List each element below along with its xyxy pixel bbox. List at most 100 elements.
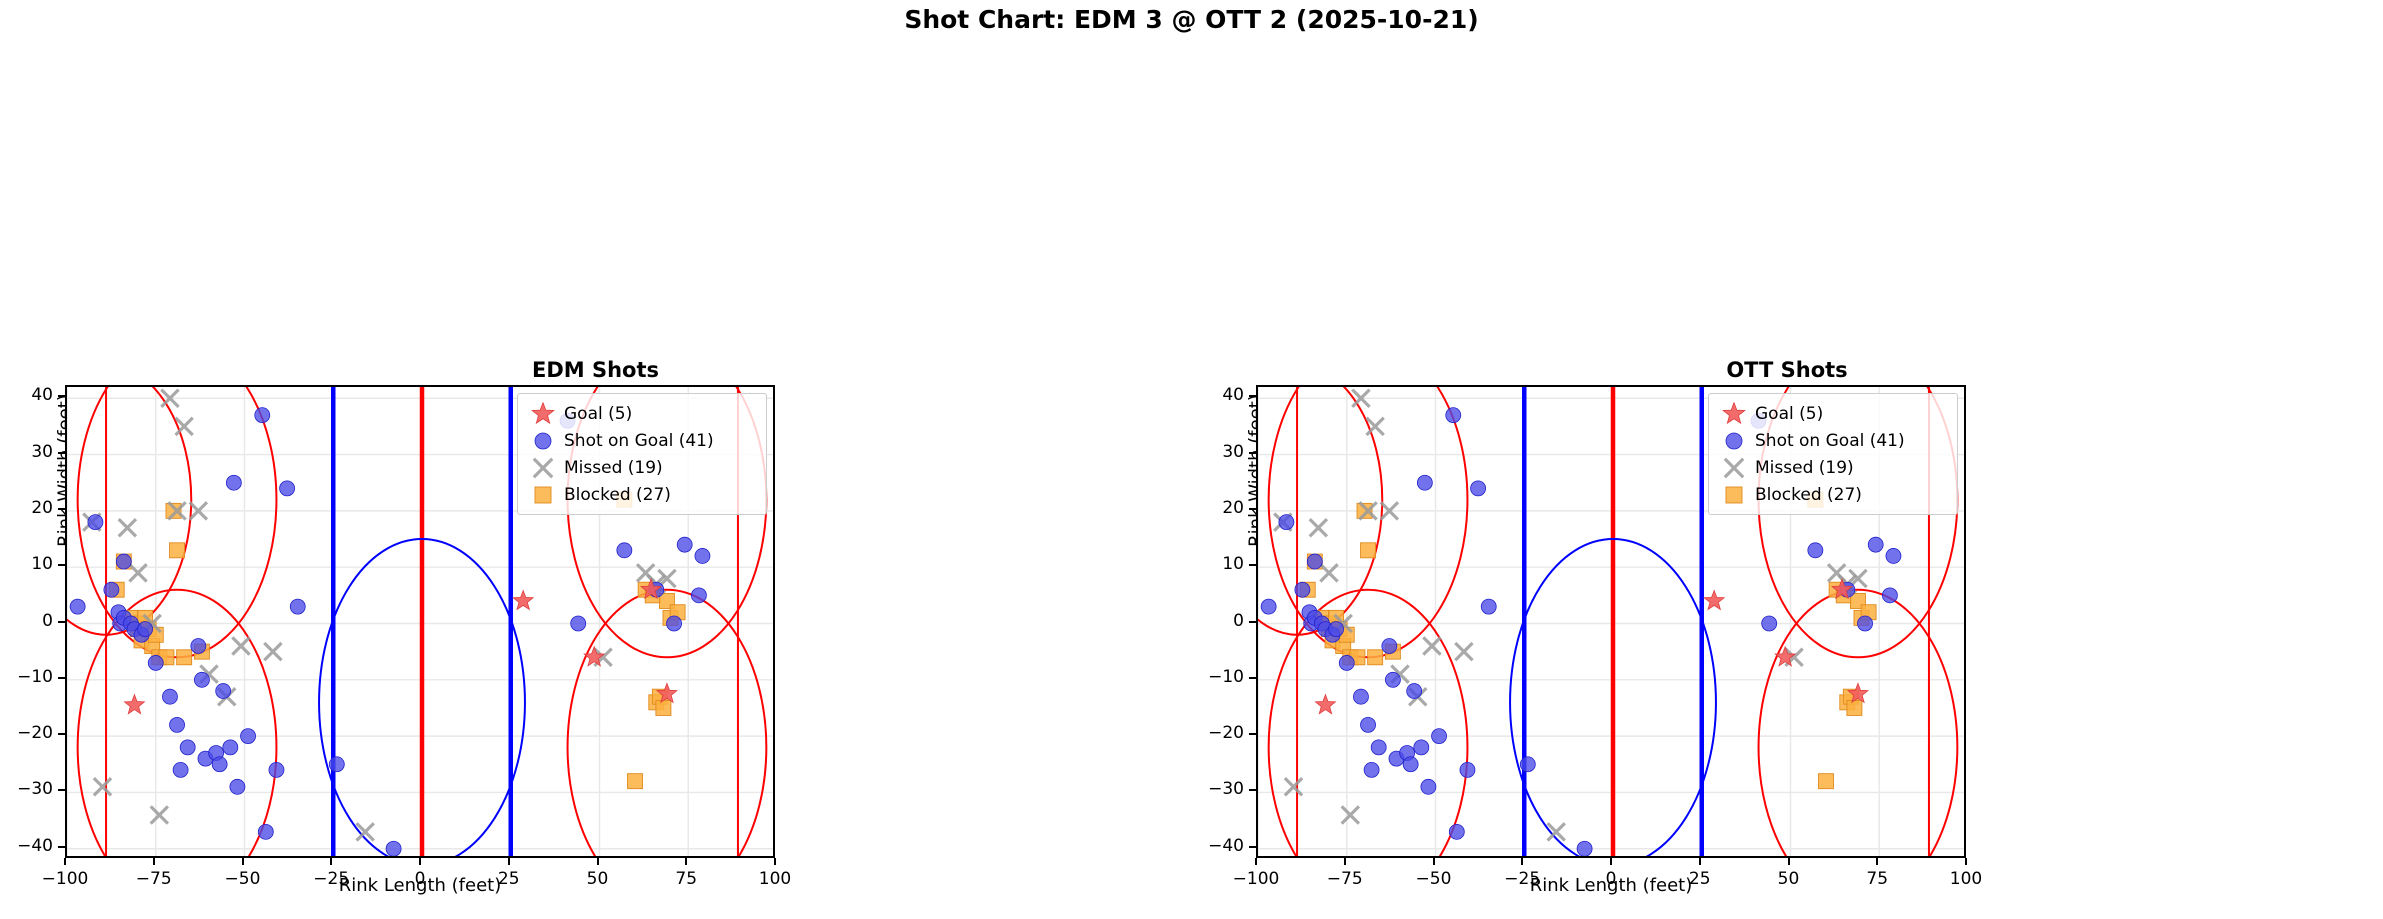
x-tick-mark (1965, 858, 1967, 865)
y-tick-label: 0 (1233, 610, 1244, 631)
x-tick-label: −75 (135, 869, 172, 889)
y-tick-label: 40 (1222, 385, 1244, 406)
y-tick-label: 0 (42, 610, 53, 631)
chart-legend[interactable]: Goal (5) Shot on Goal (41) Missed (19) Bloc… (517, 393, 767, 515)
square-icon (526, 483, 560, 507)
x-tick-label: 50 (586, 869, 609, 889)
x-tick-mark (507, 858, 510, 865)
legend-label: Goal (5) (564, 403, 633, 424)
panel-title-ott: OTT Shots (1726, 358, 1848, 382)
legend-item[interactable]: Shot on Goal (41) (1717, 427, 1947, 454)
figure-title: Shot Chart: EDM 3 @ OTT 2 (2025-10-21) (904, 5, 1479, 34)
x-axis-label-edm: Rink Length (feet) (338, 875, 502, 896)
y-tick-mark (58, 395, 65, 398)
y-tick-label: −10 (17, 666, 53, 687)
y-tick-label: 40 (31, 385, 53, 406)
square-icon (1717, 483, 1751, 507)
rink-plot-svg (1258, 387, 1964, 856)
x-tick-mark (596, 858, 599, 865)
y-tick-label: −30 (17, 779, 53, 800)
legend-item[interactable]: Goal (5) (1717, 400, 1947, 427)
legend-item[interactable]: Missed (19) (1717, 454, 1947, 481)
legend-item[interactable]: Shot on Goal (41) (526, 427, 756, 454)
x-tick-mark (1343, 858, 1346, 865)
y-tick-label: 10 (1222, 554, 1244, 575)
x-tick-label: 50 (1777, 869, 1800, 889)
y-tick-label: −40 (1208, 835, 1244, 856)
x-tick-label: −25 (313, 869, 350, 889)
x-tick-mark (1255, 858, 1257, 865)
x-icon (526, 456, 560, 480)
x-tick-label: −50 (224, 869, 261, 889)
x-tick-mark (1521, 858, 1524, 865)
legend-label: Missed (19) (1755, 457, 1854, 478)
legend-label: Missed (19) (564, 457, 663, 478)
y-tick-mark (58, 620, 65, 623)
x-tick-mark (1698, 858, 1701, 865)
legend-label: Blocked (27) (1755, 484, 1862, 505)
x-tick-mark (330, 858, 333, 865)
y-tick-mark (1249, 507, 1256, 510)
rink-plot-svg (67, 387, 773, 856)
x-tick-label: −25 (1504, 869, 1541, 889)
legend-item[interactable]: Blocked (27) (526, 481, 756, 508)
x-tick-label: 75 (1866, 869, 1889, 889)
y-tick-label: −10 (1208, 666, 1244, 687)
x-tick-mark (241, 858, 244, 865)
y-tick-label: 20 (1222, 497, 1244, 518)
circle-icon (1717, 429, 1751, 453)
y-tick-label: 30 (1222, 441, 1244, 462)
y-tick-mark (58, 733, 65, 736)
y-tick-mark (1249, 451, 1256, 454)
x-tick-label: −50 (1415, 869, 1452, 889)
star-icon (1717, 401, 1751, 426)
series-goal (1314, 578, 1870, 715)
legend-label: Blocked (27) (564, 484, 671, 505)
y-tick-mark (58, 676, 65, 679)
y-tick-mark (58, 451, 65, 454)
chart-legend[interactable]: Goal (5) Shot on Goal (41) Missed (19) Bloc… (1708, 393, 1958, 515)
y-tick-label: 20 (31, 497, 53, 518)
x-tick-mark (1876, 858, 1879, 865)
x-icon (1717, 456, 1751, 480)
x-tick-label: −100 (41, 869, 89, 889)
y-tick-mark (58, 845, 65, 848)
star-icon (526, 401, 560, 426)
legend-item[interactable]: Goal (5) (526, 400, 756, 427)
y-tick-label: −40 (17, 835, 53, 856)
y-tick-mark (1249, 733, 1256, 736)
legend-label: Shot on Goal (41) (564, 430, 714, 451)
x-tick-mark (64, 858, 66, 865)
legend-item[interactable]: Missed (19) (526, 454, 756, 481)
x-tick-label: 100 (758, 869, 792, 889)
x-tick-mark (1787, 858, 1790, 865)
x-tick-mark (152, 858, 155, 865)
y-tick-label: 30 (31, 441, 53, 462)
plot-area-edm[interactable] (65, 385, 775, 858)
x-tick-mark (1432, 858, 1435, 865)
x-tick-label: 0 (1605, 869, 1617, 889)
panel-edm-shots: EDM Shots Rink Width (feet) Rink Length … (0, 0, 1191, 919)
x-tick-mark (685, 858, 688, 865)
panel-title-edm: EDM Shots (531, 358, 660, 382)
y-tick-label: −20 (17, 723, 53, 744)
x-tick-label: −100 (1232, 869, 1280, 889)
y-tick-mark (1249, 676, 1256, 679)
y-tick-mark (1249, 564, 1256, 567)
x-tick-label: 0 (414, 869, 426, 889)
legend-item[interactable]: Blocked (27) (1717, 481, 1947, 508)
y-tick-mark (1249, 845, 1256, 848)
y-tick-label: −20 (1208, 723, 1244, 744)
x-tick-mark (1610, 858, 1612, 865)
legend-label: Shot on Goal (41) (1755, 430, 1905, 451)
y-tick-mark (58, 507, 65, 510)
x-tick-label: 25 (1688, 869, 1711, 889)
x-tick-mark (774, 858, 776, 865)
x-tick-label: 100 (1949, 869, 1983, 889)
y-tick-mark (1249, 620, 1256, 623)
series-goal (123, 578, 679, 715)
x-tick-mark (419, 858, 421, 865)
y-tick-label: −30 (1208, 779, 1244, 800)
x-axis-label-ott: Rink Length (feet) (1529, 875, 1693, 896)
